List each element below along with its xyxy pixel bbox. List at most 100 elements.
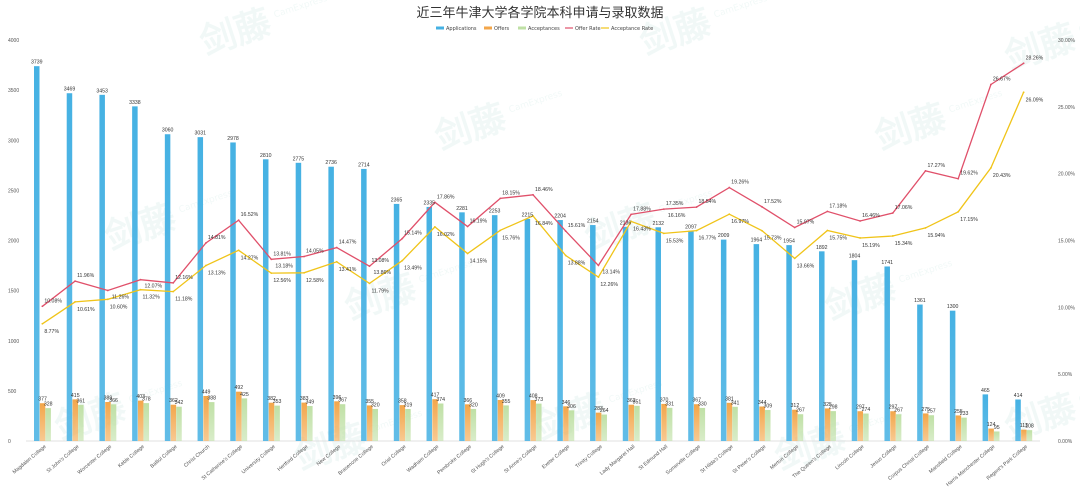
y-right-tick-label: 15.00%: [1058, 239, 1076, 245]
bar-acceptances: [339, 404, 346, 441]
bar-offers: [497, 399, 504, 441]
data-label-acceptances: 355: [502, 399, 511, 405]
bar-acceptances: [110, 404, 117, 441]
data-label-acceptance-rate: 10.60%: [110, 304, 128, 310]
bar-offers: [334, 401, 340, 441]
data-label-applications: 2204: [554, 214, 566, 220]
data-label-extra: 12.07%: [144, 284, 162, 290]
data-label-offers: 408: [529, 394, 538, 400]
point-offer-rate: [41, 305, 44, 308]
category-label: University College: [241, 444, 277, 476]
bar-offers: [39, 403, 46, 441]
data-label-acceptance-rate: 13.49%: [404, 266, 422, 272]
category-label: Magdalen College: [12, 444, 48, 476]
data-label-applications: 3469: [64, 87, 76, 93]
data-label-offers: 383: [300, 396, 309, 402]
data-label-acceptance-rate: 26.09%: [1026, 97, 1044, 103]
bar-applications: [361, 168, 367, 441]
point-offer-rate: [695, 206, 698, 208]
bar-offers: [661, 403, 667, 441]
data-label-acceptances: 233: [960, 411, 969, 417]
data-label-acceptance-rate: 16.77%: [699, 236, 717, 242]
point-offer-rate: [466, 225, 469, 228]
bar-applications: [262, 159, 269, 442]
data-label-offer-rate: 18.54%: [699, 199, 717, 205]
bar-applications: [99, 94, 105, 442]
bar-acceptances: [863, 413, 869, 441]
data-label-acceptance-rate: 12.26%: [600, 282, 618, 288]
bar-offers: [203, 395, 209, 441]
bar-acceptances: [993, 431, 1000, 441]
point-offer-rate: [630, 213, 633, 216]
data-label-offer-rate: 14.81%: [208, 235, 226, 241]
data-label-acceptances: 373: [534, 397, 543, 403]
point-acceptance-rate: [990, 167, 992, 169]
data-label-offer-rate: 17.52%: [764, 199, 782, 205]
category-label: Trinity College: [575, 444, 604, 470]
data-label-applications: 2775: [293, 156, 305, 162]
data-label-offers: 124: [987, 422, 996, 428]
data-label-acceptances: 328: [44, 402, 53, 408]
data-label-acceptances: 351: [633, 399, 642, 405]
point-acceptance-rate: [695, 229, 698, 232]
bar-acceptances: [1026, 430, 1033, 441]
watermark-sub: CamExpress: [713, 0, 769, 20]
point-acceptance-rate: [303, 271, 305, 274]
data-label-offers: 377: [38, 397, 47, 403]
data-label-acceptances: 378: [142, 397, 151, 403]
data-label-acceptances: 361: [77, 398, 86, 404]
data-label-acceptances: 298: [829, 405, 838, 411]
data-label-offer-rate: 15.97%: [797, 220, 815, 226]
legend-label-3: Offer Rate: [575, 26, 601, 32]
data-label-offers: 358: [398, 399, 407, 405]
data-label-applications: 2736: [325, 160, 337, 166]
bar-offers: [301, 402, 307, 441]
data-label-extra: 16.16%: [668, 213, 686, 219]
point-acceptance-rate: [433, 225, 436, 228]
legend-label-4: Acceptance Rate: [611, 26, 653, 32]
data-label-acceptances: 320: [469, 402, 478, 408]
data-label-offers: 367: [692, 398, 701, 404]
data-label-applications: 2365: [391, 197, 403, 203]
data-label-acceptance-rate: 12.56%: [273, 278, 291, 284]
data-label-acceptance-rate: 15.34%: [895, 241, 913, 247]
data-label-offers: 255: [954, 409, 963, 415]
data-label-offers: 283: [594, 406, 603, 412]
data-label-offers: 370: [660, 397, 669, 403]
bar-acceptances: [895, 414, 902, 441]
category-label: Balliol College: [149, 444, 178, 470]
category-label: Worcester College: [77, 444, 114, 476]
bar-acceptances: [634, 405, 640, 441]
point-offer-rate: [368, 265, 371, 268]
point-acceptance-rate: [41, 322, 44, 325]
point-acceptance-rate: [761, 229, 763, 232]
y-left-tick-label: 2500: [8, 188, 19, 194]
bar-applications: [164, 134, 171, 442]
data-label-offers: 297: [856, 405, 865, 411]
point-offer-rate: [662, 208, 665, 210]
point-acceptance-rate: [859, 237, 861, 239]
data-label-applications: 2097: [685, 224, 697, 230]
point-acceptance-rate: [368, 282, 371, 285]
point-acceptance-rate: [826, 229, 829, 232]
point-offer-rate: [532, 193, 534, 196]
bar-applications: [753, 244, 760, 441]
data-label-offer-rate: 13.08%: [371, 258, 389, 264]
category-label: Pembroke College: [436, 444, 473, 476]
bar-acceptances: [961, 417, 967, 441]
category-label: Keble College: [117, 444, 146, 469]
data-label-offer-rate: 17.06%: [895, 205, 913, 211]
bar-applications: [230, 142, 236, 441]
data-label-acceptance-rate: 17.15%: [960, 217, 978, 223]
legend-label-1: Offers: [494, 26, 510, 32]
data-label-offer-rate: 19.62%: [960, 171, 978, 177]
bar-offers: [857, 411, 864, 441]
point-acceptance-rate: [532, 215, 534, 217]
point-offer-rate: [401, 237, 404, 240]
point-offer-rate: [564, 230, 567, 233]
bar-offers: [563, 406, 569, 441]
data-label-acceptances: 108: [1025, 424, 1034, 430]
bar-acceptances: [765, 410, 771, 441]
bar-acceptances: [78, 404, 84, 441]
